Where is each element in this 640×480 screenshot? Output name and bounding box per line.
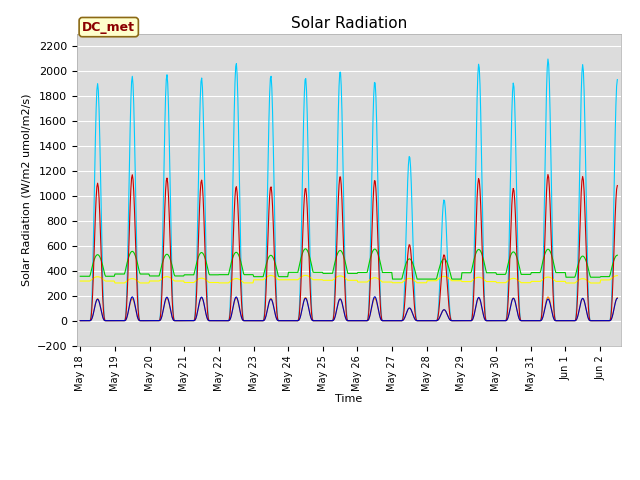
LW in — [307, 275, 314, 280]
LW in — [326, 277, 334, 283]
Line: PAR in: PAR in — [80, 59, 618, 321]
SW out — [461, 318, 469, 324]
LW in — [562, 280, 570, 286]
SW out — [305, 309, 313, 314]
SW in — [544, 172, 552, 178]
LW in — [79, 278, 86, 284]
LW in — [302, 273, 310, 278]
SW out — [475, 295, 483, 301]
PAR out — [326, 318, 333, 324]
PAR in — [475, 61, 483, 67]
SW out — [614, 295, 621, 300]
LW in — [152, 278, 159, 284]
PAR in — [326, 318, 333, 324]
PAR out — [463, 318, 470, 324]
Line: SW out: SW out — [80, 297, 618, 321]
LW out — [614, 252, 621, 258]
LW in — [614, 273, 621, 278]
SW in — [614, 183, 621, 189]
PAR in — [461, 318, 469, 324]
PAR out — [476, 295, 483, 300]
SW in — [475, 176, 483, 181]
LW out — [79, 274, 86, 279]
PAR out — [371, 294, 378, 300]
LW out — [388, 276, 396, 282]
PAR out — [152, 318, 159, 324]
PAR in — [544, 56, 552, 62]
SW out — [326, 318, 333, 324]
PAR out — [305, 309, 313, 314]
Title: Solar Radiation: Solar Radiation — [291, 16, 407, 31]
SW out — [544, 294, 552, 300]
Text: DC_met: DC_met — [82, 21, 135, 34]
SW out — [152, 318, 159, 324]
PAR in — [305, 221, 313, 227]
LW out — [302, 246, 310, 252]
Line: PAR out: PAR out — [80, 297, 618, 321]
PAR in — [79, 318, 86, 324]
PAR out — [614, 295, 621, 301]
LW in — [476, 275, 483, 280]
PAR in — [614, 77, 621, 83]
X-axis label: Time: Time — [335, 394, 362, 404]
PAR in — [76, 318, 84, 324]
SW out — [79, 318, 86, 324]
LW out — [463, 270, 471, 276]
LW out — [476, 247, 484, 253]
SW in — [79, 318, 86, 324]
PAR out — [76, 318, 84, 324]
LW out — [76, 274, 84, 279]
PAR out — [79, 318, 86, 324]
Line: SW in: SW in — [80, 175, 618, 321]
Line: LW out: LW out — [80, 249, 618, 279]
SW in — [76, 318, 84, 324]
LW in — [463, 279, 470, 285]
Line: LW in: LW in — [80, 276, 618, 283]
SW out — [76, 318, 84, 324]
PAR in — [152, 318, 159, 324]
SW in — [305, 265, 313, 271]
LW in — [76, 278, 84, 284]
SW in — [461, 318, 469, 324]
LW out — [152, 273, 159, 279]
SW in — [326, 318, 333, 324]
SW in — [152, 318, 159, 324]
LW out — [307, 256, 314, 262]
Y-axis label: Solar Radiation (W/m2 umol/m2/s): Solar Radiation (W/m2 umol/m2/s) — [21, 93, 31, 286]
LW out — [326, 271, 334, 276]
